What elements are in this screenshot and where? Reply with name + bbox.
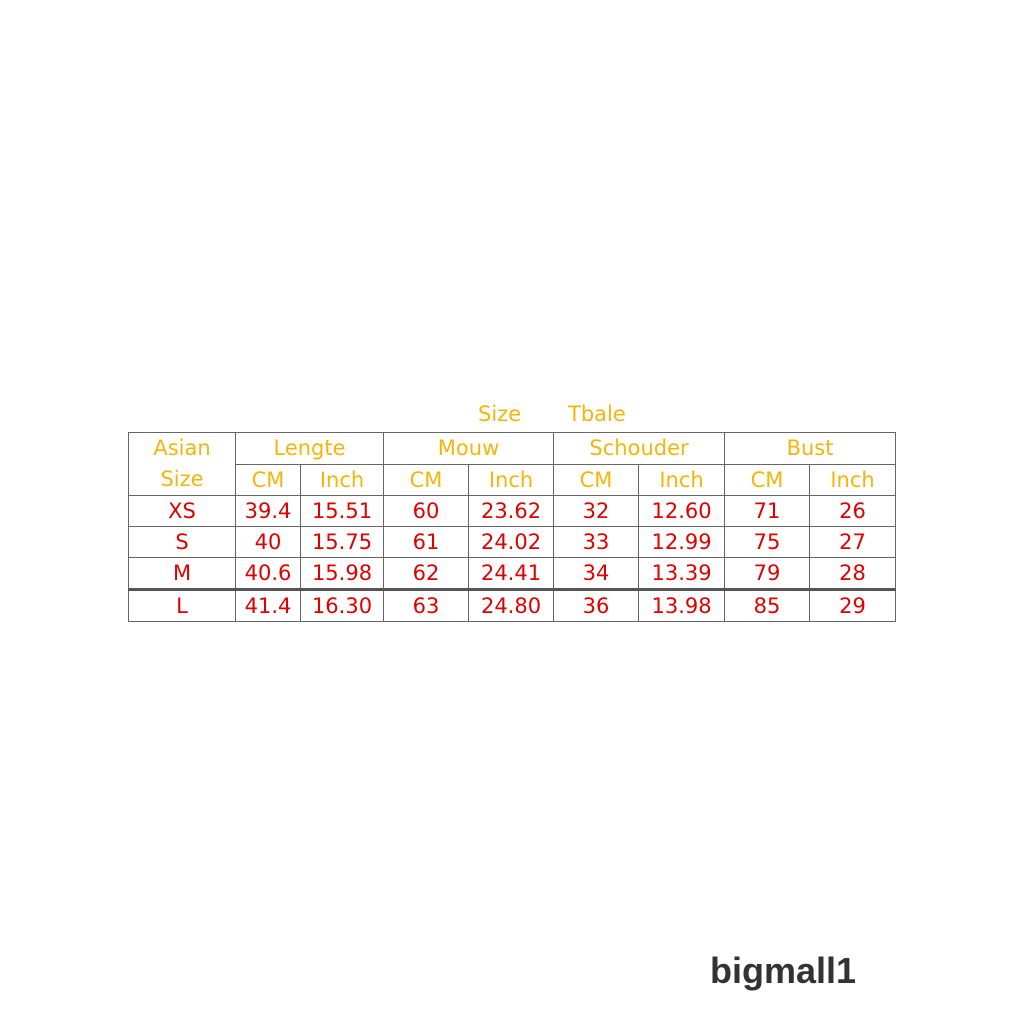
value-cell: 75	[724, 526, 811, 558]
value-cell: 79	[724, 557, 811, 590]
unit-header: Inch	[809, 463, 897, 496]
watermark: bigmall1	[710, 950, 857, 991]
value-cell: 15.75	[299, 526, 385, 558]
value-cell: 27	[809, 526, 897, 558]
value-cell: 85	[724, 588, 811, 622]
table-row: XS 39.4 15.51 60 23.62 32 12.60 71 26	[128, 495, 897, 527]
value-cell: 36	[553, 588, 640, 622]
value-cell: 33	[553, 526, 640, 558]
table-row: L 41.4 16.30 63 24.80 36 13.98 85 29	[128, 588, 897, 622]
size-cell: XS	[128, 495, 236, 527]
value-cell: 12.60	[638, 495, 726, 527]
size-cell: L	[128, 588, 236, 622]
value-cell: 34	[553, 557, 640, 590]
value-cell: 24.80	[468, 588, 555, 622]
group-header-schouder: Schouder	[553, 432, 726, 465]
value-cell: 13.39	[638, 557, 726, 590]
unit-header: CM	[235, 463, 301, 496]
group-header-lengte: Lengte	[234, 432, 385, 465]
table-row: M 40.6 15.98 62 24.41 34 13.39 79 28	[128, 557, 897, 590]
size-cell: M	[128, 557, 236, 590]
asian-label: Asian	[153, 436, 211, 460]
size-table: Asian Size Lengte Mouw Schouder Bust CM In…	[128, 432, 897, 622]
size-label: Size	[160, 467, 204, 491]
value-cell: 61	[383, 526, 470, 558]
value-cell: 29	[809, 588, 897, 622]
unit-header-row: CM Inch CM Inch CM Inch CM Inch	[129, 463, 897, 496]
unit-header: CM	[383, 463, 470, 496]
value-cell: 39.4	[235, 495, 301, 527]
value-cell: 26	[809, 495, 897, 527]
value-cell: 24.02	[468, 526, 555, 558]
size-cell: S	[128, 526, 236, 558]
unit-header: CM	[724, 463, 811, 496]
group-header-mouw: Mouw	[383, 432, 555, 465]
value-cell: 24.41	[468, 557, 555, 590]
value-cell: 12.99	[638, 526, 726, 558]
value-cell: 23.62	[468, 495, 555, 527]
group-header-bust: Bust	[724, 432, 897, 465]
table-row: S 40 15.75 61 24.02 33 12.99 75 27	[128, 526, 897, 558]
unit-header: Inch	[468, 463, 555, 496]
value-cell: 40	[235, 526, 301, 558]
value-cell: 13.98	[638, 588, 726, 622]
value-cell: 32	[553, 495, 640, 527]
table-title-size: Size	[478, 402, 522, 426]
unit-header: CM	[553, 463, 640, 496]
unit-header: Inch	[638, 463, 726, 496]
value-cell: 60	[383, 495, 470, 527]
value-cell: 63	[383, 588, 470, 622]
asian-size-header: Asian Size	[128, 432, 236, 496]
value-cell: 15.98	[299, 557, 385, 590]
unit-header: Inch	[299, 463, 385, 496]
value-cell: 71	[724, 495, 811, 527]
value-cell: 16.30	[299, 588, 385, 622]
value-cell: 28	[809, 557, 897, 590]
table-title-tbale: Tbale	[568, 402, 626, 426]
value-cell: 62	[383, 557, 470, 590]
group-header-row: Asian Size Lengte Mouw Schouder Bust	[128, 432, 897, 496]
value-cell: 15.51	[299, 495, 385, 527]
value-cell: 41.4	[235, 588, 301, 622]
value-cell: 40.6	[235, 557, 301, 590]
